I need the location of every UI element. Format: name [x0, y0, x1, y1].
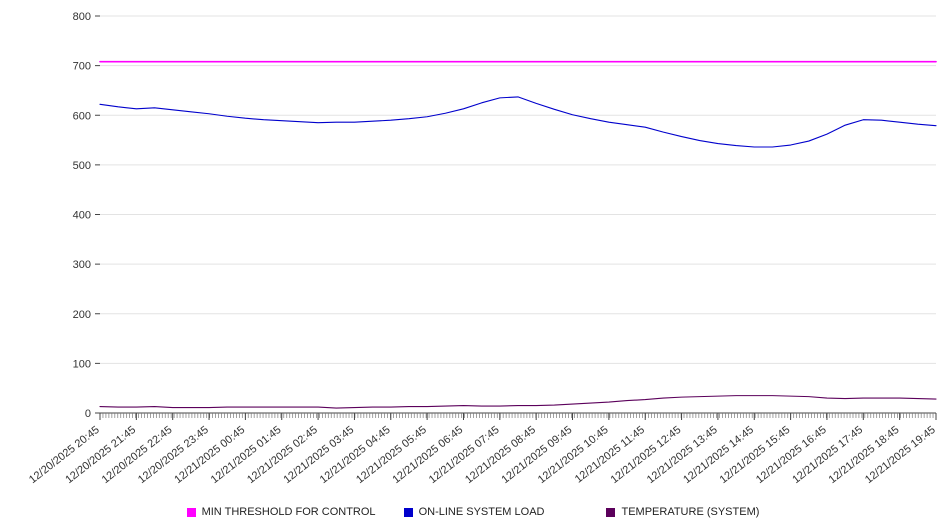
y-tick-label: 500: [73, 160, 91, 172]
legend-swatch-system-load-icon: [403, 507, 413, 517]
legend-label-temperature: TEMPERATURE (SYSTEM): [621, 506, 760, 518]
y-tick-label: 600: [73, 110, 91, 122]
series-line-1: [99, 96, 937, 148]
y-tick-label: 800: [73, 11, 91, 23]
legend-label-system-load: ON-LINE SYSTEM LOAD: [418, 506, 545, 518]
chart-legend: MIN THRESHOLD FOR CONTROL ON-LINE SYSTEM…: [0, 506, 946, 518]
y-tick-label: 700: [73, 61, 91, 73]
legend-item-system-load: ON-LINE SYSTEM LOAD: [403, 506, 545, 518]
legend-label-min-threshold: MIN THRESHOLD FOR CONTROL: [201, 506, 376, 518]
y-tick-label: 400: [73, 210, 91, 222]
legend-swatch-min-threshold-icon: [186, 507, 196, 517]
legend-item-min-threshold: MIN THRESHOLD FOR CONTROL: [186, 506, 376, 518]
y-tick-label: 100: [73, 358, 91, 370]
y-tick-label: 300: [73, 259, 91, 271]
y-tick-label: 200: [73, 309, 91, 321]
legend-swatch-temperature-icon: [606, 507, 616, 517]
y-tick-label: 0: [85, 408, 91, 420]
series-line-2: [99, 395, 937, 409]
legend-item-temperature: TEMPERATURE (SYSTEM): [606, 506, 759, 518]
